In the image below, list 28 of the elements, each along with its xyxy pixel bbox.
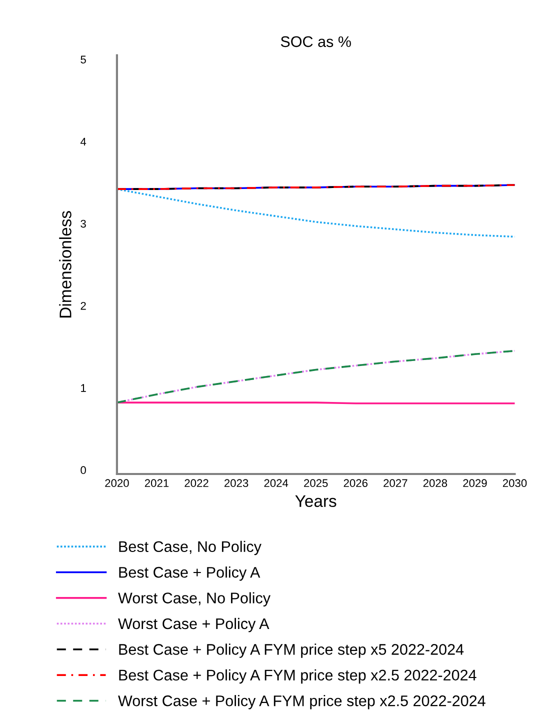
chart-title: SOC as % bbox=[280, 36, 351, 48]
y-tick-label: 4 bbox=[80, 138, 86, 146]
x-tick-label: 2021 bbox=[144, 479, 169, 488]
x-tick-label: 2023 bbox=[224, 479, 248, 488]
legend-label: Worst Case, No Policy bbox=[118, 592, 270, 606]
x-tick-label: 2020 bbox=[105, 479, 129, 488]
x-tick-label: 2026 bbox=[344, 479, 368, 488]
legend-label: Worst Case + Policy A FYM price step x2.5 2022-2024 bbox=[118, 695, 486, 710]
y-tick-label: 1 bbox=[81, 384, 86, 392]
y-tick-label: 3 bbox=[80, 220, 86, 228]
line-series bbox=[116, 350, 515, 404]
legend-label: Best Case + Policy A FYM price step x2.5 2022-2024 bbox=[119, 669, 476, 684]
x-tick-label: 2027 bbox=[384, 479, 408, 488]
x-tick-label: 2029 bbox=[463, 479, 487, 488]
y-axis-title: Dimensionless bbox=[59, 211, 72, 318]
x-tick-label: 2022 bbox=[184, 479, 208, 488]
x-tick-label: 2030 bbox=[502, 479, 527, 488]
x-axis-title: Years bbox=[295, 495, 336, 508]
x-tick-label: 2025 bbox=[304, 479, 328, 488]
legend-label: Best Case + Policy A FYM price step x5 2022-2024 bbox=[119, 644, 464, 658]
legend-label: Worst Case + Policy A bbox=[118, 618, 270, 632]
y-tick-label: 5 bbox=[80, 56, 86, 64]
x-tick-label: 2028 bbox=[423, 479, 448, 488]
y-tick-label: 0 bbox=[80, 466, 86, 474]
y-tick-label: 2 bbox=[80, 302, 86, 310]
legend-label: Best Case, No Policy bbox=[119, 540, 262, 556]
x-tick-label: 2024 bbox=[264, 479, 288, 488]
legend-label: Best Case + Policy A bbox=[119, 566, 260, 581]
